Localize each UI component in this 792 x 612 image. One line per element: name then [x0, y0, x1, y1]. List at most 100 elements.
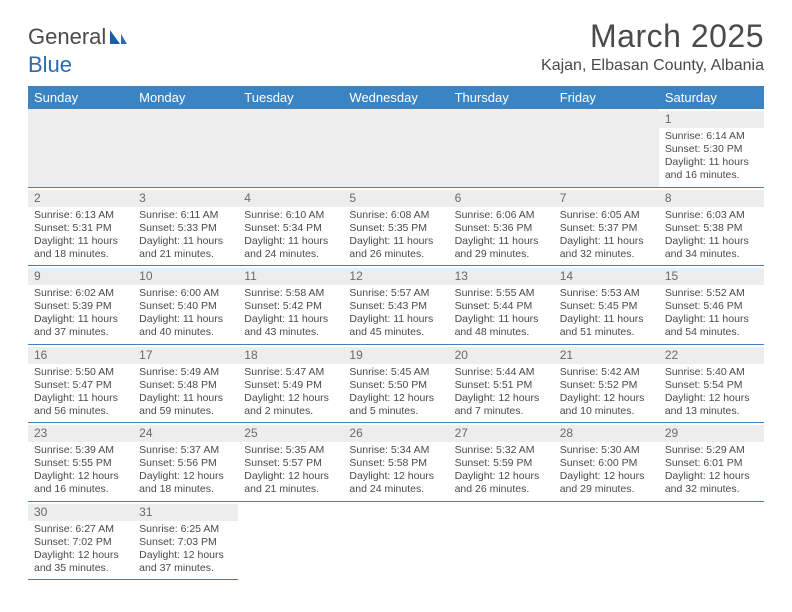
- daylight-text: Daylight: 11 hours and 43 minutes.: [244, 313, 337, 339]
- calendar-day-cell: 21Sunrise: 5:42 AMSunset: 5:52 PMDayligh…: [554, 344, 659, 423]
- sunrise-text: Sunrise: 5:52 AM: [665, 287, 758, 300]
- sunset-text: Sunset: 5:46 PM: [665, 300, 758, 313]
- daylight-text: Daylight: 11 hours and 21 minutes.: [139, 235, 232, 261]
- calendar-day-cell: 17Sunrise: 5:49 AMSunset: 5:48 PMDayligh…: [133, 344, 238, 423]
- sunrise-text: Sunrise: 5:35 AM: [244, 444, 337, 457]
- sunrise-text: Sunrise: 5:39 AM: [34, 444, 127, 457]
- sunset-text: Sunset: 5:38 PM: [665, 222, 758, 235]
- day-number: 22: [659, 347, 764, 364]
- daylight-text: Daylight: 11 hours and 48 minutes.: [455, 313, 548, 339]
- day-number: 31: [133, 504, 238, 521]
- daylight-text: Daylight: 12 hours and 37 minutes.: [139, 549, 232, 575]
- daylight-text: Daylight: 11 hours and 40 minutes.: [139, 313, 232, 339]
- sunset-text: Sunset: 5:39 PM: [34, 300, 127, 313]
- day-number: 24: [133, 425, 238, 442]
- sunrise-text: Sunrise: 5:50 AM: [34, 366, 127, 379]
- calendar-day-cell: 6Sunrise: 6:06 AMSunset: 5:36 PMDaylight…: [449, 187, 554, 266]
- day-number: 18: [238, 347, 343, 364]
- sunset-text: Sunset: 5:52 PM: [560, 379, 653, 392]
- sunset-text: Sunset: 5:48 PM: [139, 379, 232, 392]
- day-header: Monday: [133, 86, 238, 109]
- sunrise-text: Sunrise: 5:58 AM: [244, 287, 337, 300]
- day-number: 16: [28, 347, 133, 364]
- calendar-day-cell: 29Sunrise: 5:29 AMSunset: 6:01 PMDayligh…: [659, 423, 764, 502]
- daylight-text: Daylight: 11 hours and 29 minutes.: [455, 235, 548, 261]
- calendar-day-cell: [238, 501, 343, 580]
- sunrise-text: Sunrise: 6:02 AM: [34, 287, 127, 300]
- brand-part2: Blue: [28, 52, 72, 77]
- daylight-text: Daylight: 11 hours and 45 minutes.: [349, 313, 442, 339]
- sunset-text: Sunset: 5:43 PM: [349, 300, 442, 313]
- sunset-text: Sunset: 5:44 PM: [455, 300, 548, 313]
- calendar-day-cell: 28Sunrise: 5:30 AMSunset: 6:00 PMDayligh…: [554, 423, 659, 502]
- day-number: 7: [554, 190, 659, 207]
- daylight-text: Daylight: 11 hours and 16 minutes.: [665, 156, 758, 182]
- day-number: 5: [343, 190, 448, 207]
- calendar-day-cell: [554, 501, 659, 580]
- title-block: March 2025 Kajan, Elbasan County, Albani…: [541, 18, 764, 75]
- sunrise-text: Sunrise: 5:30 AM: [560, 444, 653, 457]
- calendar-day-cell: 18Sunrise: 5:47 AMSunset: 5:49 PMDayligh…: [238, 344, 343, 423]
- daylight-text: Daylight: 12 hours and 5 minutes.: [349, 392, 442, 418]
- daylight-text: Daylight: 11 hours and 34 minutes.: [665, 235, 758, 261]
- calendar-day-cell: [449, 501, 554, 580]
- sunset-text: Sunset: 5:33 PM: [139, 222, 232, 235]
- day-header: Saturday: [659, 86, 764, 109]
- sail-icon: [108, 26, 128, 52]
- daylight-text: Daylight: 12 hours and 35 minutes.: [34, 549, 127, 575]
- day-number: 25: [238, 425, 343, 442]
- day-number: 15: [659, 268, 764, 285]
- day-header: Thursday: [449, 86, 554, 109]
- calendar-day-cell: 4Sunrise: 6:10 AMSunset: 5:34 PMDaylight…: [238, 187, 343, 266]
- daylight-text: Daylight: 11 hours and 32 minutes.: [560, 235, 653, 261]
- sunrise-text: Sunrise: 5:53 AM: [560, 287, 653, 300]
- sunrise-text: Sunrise: 5:32 AM: [455, 444, 548, 457]
- calendar-day-cell: 13Sunrise: 5:55 AMSunset: 5:44 PMDayligh…: [449, 266, 554, 345]
- day-number: 30: [28, 504, 133, 521]
- day-number: 23: [28, 425, 133, 442]
- calendar-header-row: SundayMondayTuesdayWednesdayThursdayFrid…: [28, 86, 764, 109]
- calendar-day-cell: 2Sunrise: 6:13 AMSunset: 5:31 PMDaylight…: [28, 187, 133, 266]
- daylight-text: Daylight: 11 hours and 54 minutes.: [665, 313, 758, 339]
- day-header: Sunday: [28, 86, 133, 109]
- day-number: 4: [238, 190, 343, 207]
- calendar-day-cell: [133, 109, 238, 187]
- day-number: 14: [554, 268, 659, 285]
- calendar-day-cell: 1Sunrise: 6:14 AMSunset: 5:30 PMDaylight…: [659, 109, 764, 187]
- sunset-text: Sunset: 5:35 PM: [349, 222, 442, 235]
- sunset-text: Sunset: 5:57 PM: [244, 457, 337, 470]
- day-number: 20: [449, 347, 554, 364]
- calendar-day-cell: 25Sunrise: 5:35 AMSunset: 5:57 PMDayligh…: [238, 423, 343, 502]
- sunrise-text: Sunrise: 6:11 AM: [139, 209, 232, 222]
- calendar-day-cell: 20Sunrise: 5:44 AMSunset: 5:51 PMDayligh…: [449, 344, 554, 423]
- sunrise-text: Sunrise: 5:40 AM: [665, 366, 758, 379]
- calendar-day-cell: 23 Sunrise: 5:39 AMSunset: 5:55 PMDayligh…: [28, 423, 133, 502]
- calendar-day-cell: [449, 109, 554, 187]
- sunrise-text: Sunrise: 6:14 AM: [665, 130, 758, 143]
- daylight-text: Daylight: 12 hours and 29 minutes.: [560, 470, 653, 496]
- sunrise-text: Sunrise: 6:25 AM: [139, 523, 232, 536]
- sunrise-text: Sunrise: 5:42 AM: [560, 366, 653, 379]
- daylight-text: Daylight: 12 hours and 26 minutes.: [455, 470, 548, 496]
- sunrise-text: Sunrise: 5:44 AM: [455, 366, 548, 379]
- daylight-text: Daylight: 12 hours and 16 minutes.: [34, 470, 127, 496]
- daylight-text: Daylight: 12 hours and 10 minutes.: [560, 392, 653, 418]
- sunrise-text: Sunrise: 5:57 AM: [349, 287, 442, 300]
- sunrise-text: Sunrise: 6:13 AM: [34, 209, 127, 222]
- sunset-text: Sunset: 7:02 PM: [34, 536, 127, 549]
- sunrise-text: Sunrise: 6:00 AM: [139, 287, 232, 300]
- month-title: March 2025: [541, 18, 764, 55]
- location-text: Kajan, Elbasan County, Albania: [541, 57, 764, 75]
- calendar-week-row: 2Sunrise: 6:13 AMSunset: 5:31 PMDaylight…: [28, 187, 764, 266]
- daylight-text: Daylight: 11 hours and 26 minutes.: [349, 235, 442, 261]
- sunset-text: Sunset: 5:37 PM: [560, 222, 653, 235]
- day-number: 12: [343, 268, 448, 285]
- sunset-text: Sunset: 5:55 PM: [34, 457, 127, 470]
- daylight-text: Daylight: 11 hours and 59 minutes.: [139, 392, 232, 418]
- day-header: Tuesday: [238, 86, 343, 109]
- day-number: 3: [133, 190, 238, 207]
- day-number: 11: [238, 268, 343, 285]
- sunset-text: Sunset: 5:45 PM: [560, 300, 653, 313]
- calendar-day-cell: 5Sunrise: 6:08 AMSunset: 5:35 PMDaylight…: [343, 187, 448, 266]
- day-number: 9: [28, 268, 133, 285]
